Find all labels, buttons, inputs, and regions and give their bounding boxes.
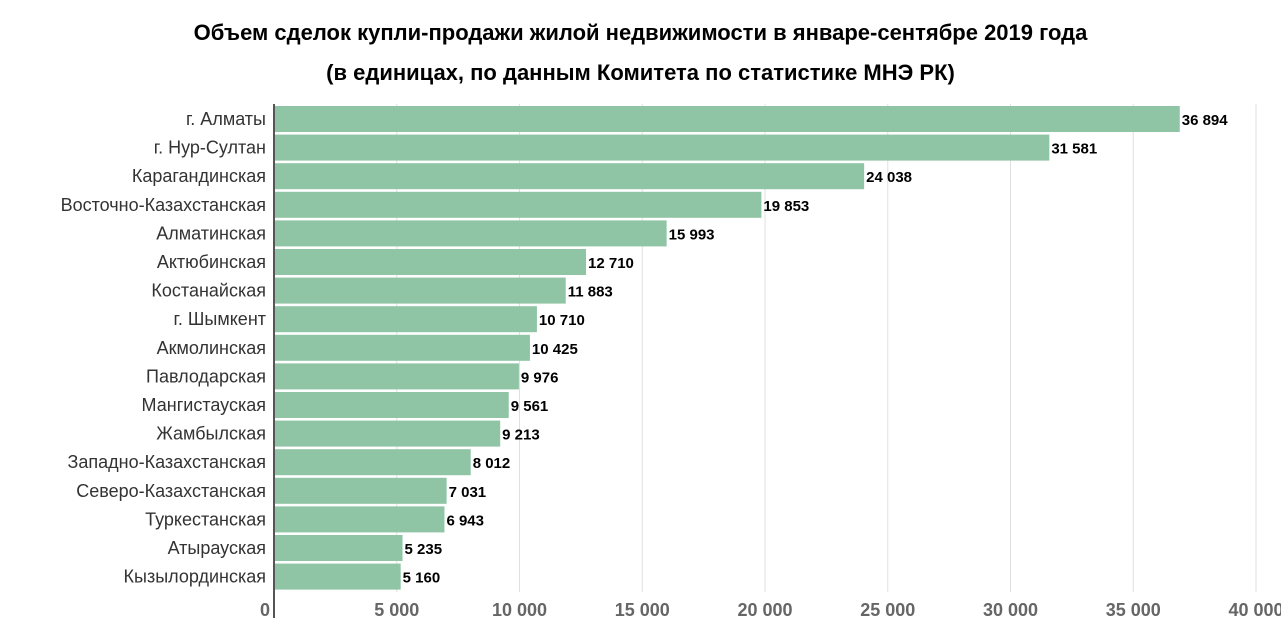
category-label: Восточно-Казахстанская — [61, 195, 266, 215]
x-tick-label: 40 000 — [1228, 600, 1281, 620]
chart-title: Объем сделок купли-продажи жилой недвижи… — [193, 20, 1088, 45]
bar — [274, 363, 519, 390]
x-tick-label: 10 000 — [492, 600, 547, 620]
x-axis-ticks: 0 5 000 10 000 15 000 20 000 25 000 30 000 35 0… — [260, 600, 1281, 620]
category-label: Северо-Казахстанская — [76, 481, 266, 501]
data-label: 5 235 — [405, 541, 443, 558]
bar — [274, 449, 471, 476]
category-label: Павлодарская — [146, 366, 266, 386]
x-tick-label: 35 000 — [1106, 600, 1161, 620]
bar — [274, 191, 762, 218]
category-label: г. Шымкент — [174, 309, 266, 329]
bar — [274, 134, 1050, 161]
category-label: Жамбылская — [156, 424, 266, 444]
bar — [274, 334, 530, 361]
bar — [274, 563, 401, 590]
category-label: Западно-Казахстанская — [68, 452, 266, 472]
x-tick-label: 5 000 — [374, 600, 419, 620]
category-label: Костанайская — [151, 281, 266, 301]
category-label: Алматинская — [156, 223, 266, 243]
category-label: Туркестанская — [145, 509, 266, 529]
data-label: 6 943 — [446, 512, 484, 529]
data-label: 8 012 — [473, 455, 511, 472]
category-label: Актюбинская — [157, 252, 266, 272]
x-tick-label: 0 — [260, 600, 270, 620]
category-label: Акмолинская — [157, 338, 266, 358]
bar — [274, 220, 667, 247]
category-label: Атырауская — [168, 538, 266, 558]
data-label: 7 031 — [449, 484, 487, 501]
data-label: 9 213 — [502, 427, 540, 444]
chart-subtitle: (в единицах, по данным Комитета по стати… — [326, 60, 955, 85]
bar — [274, 420, 501, 447]
data-label: 5 160 — [403, 570, 441, 587]
x-tick-label: 20 000 — [737, 600, 792, 620]
bar — [274, 106, 1180, 132]
bar — [274, 163, 865, 190]
data-label: 31 581 — [1051, 141, 1097, 158]
x-tick-label: 25 000 — [860, 600, 915, 620]
data-label: 9 561 — [511, 398, 549, 415]
x-tick-label: 30 000 — [983, 600, 1038, 620]
bar — [274, 392, 509, 418]
value-labels: 36 894 31 581 24 038 19 853 15 993 12 710 11 8… — [403, 112, 1229, 587]
data-label: 15 993 — [669, 226, 715, 243]
bars — [274, 106, 1180, 590]
data-label: 12 710 — [588, 255, 634, 272]
bar — [274, 535, 403, 561]
category-labels: г. Алматы г. Нур-Султан Карагандинская Вост… — [61, 109, 266, 587]
category-label: г. Алматы — [186, 109, 266, 129]
category-label: г. Нур-Султан — [154, 138, 266, 158]
data-label: 9 976 — [521, 369, 559, 386]
data-label: 19 853 — [763, 198, 809, 215]
data-label: 36 894 — [1182, 112, 1229, 129]
bar — [274, 306, 537, 333]
data-label: 24 038 — [866, 169, 912, 186]
category-label: Кызылординская — [124, 567, 266, 587]
x-tick-label: 15 000 — [615, 600, 670, 620]
gridlines — [396, 104, 1257, 592]
data-label: 10 710 — [539, 312, 585, 329]
bar — [274, 477, 447, 504]
data-label: 11 883 — [568, 284, 613, 301]
category-label: Карагандинская — [132, 166, 266, 186]
category-label: Мангистауская — [142, 395, 266, 415]
bar — [274, 277, 566, 304]
bar — [274, 249, 587, 275]
bar — [274, 506, 445, 533]
data-label: 10 425 — [532, 341, 578, 358]
